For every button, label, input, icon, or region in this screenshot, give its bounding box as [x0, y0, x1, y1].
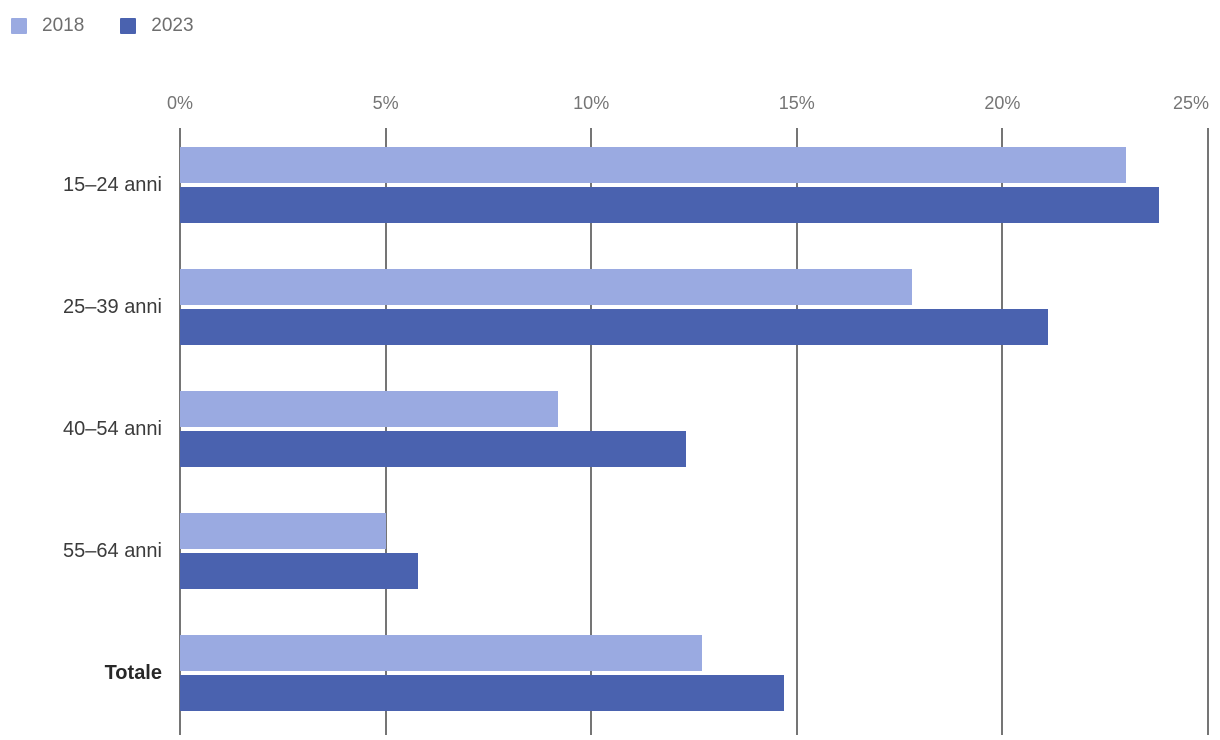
gridline-15pct: [795, 128, 798, 735]
x-axis-tick-label: 25%: [1172, 93, 1209, 113]
category-label: 15–24 anni: [63, 174, 162, 196]
bar-2018-category-4: [180, 635, 703, 671]
bar-2023-category-4: [180, 675, 785, 711]
bar-2018-category-1: [180, 269, 912, 305]
x-axis-tick-label: 0%: [166, 93, 194, 113]
gridline-25pct: [1207, 128, 1209, 735]
x-axis-tick-label: 5%: [372, 93, 399, 113]
x-axis-tick-label: 20%: [984, 93, 1021, 113]
chart-legend: 2018 2023: [11, 16, 194, 35]
bar-2023-category-3: [180, 553, 419, 589]
legend-label: 2018: [42, 15, 85, 36]
bar-2023-category-0: [180, 187, 1159, 223]
legend-swatch-icon: [11, 17, 27, 34]
legend-label: 2023: [151, 15, 194, 36]
bar-2018-category-3: [180, 513, 386, 549]
x-axis-tick-label: 10%: [573, 93, 610, 113]
legend-item-2023: 2023: [120, 15, 194, 36]
bar-2018-category-2: [180, 391, 559, 427]
category-label: Totale: [104, 662, 162, 684]
gridline-20pct: [1001, 128, 1004, 735]
x-axis-tick-label: 15%: [778, 93, 815, 113]
category-label: 55–64 anni: [63, 540, 162, 562]
legend-item-2018: 2018: [11, 16, 84, 35]
bar-2018-category-0: [180, 147, 1126, 183]
category-label: 40–54 anni: [63, 418, 162, 440]
legend-swatch-icon: [120, 17, 137, 34]
category-label: 25–39 anni: [63, 296, 162, 318]
bar-2023-category-1: [180, 309, 1048, 345]
bar-2023-category-2: [180, 431, 686, 467]
